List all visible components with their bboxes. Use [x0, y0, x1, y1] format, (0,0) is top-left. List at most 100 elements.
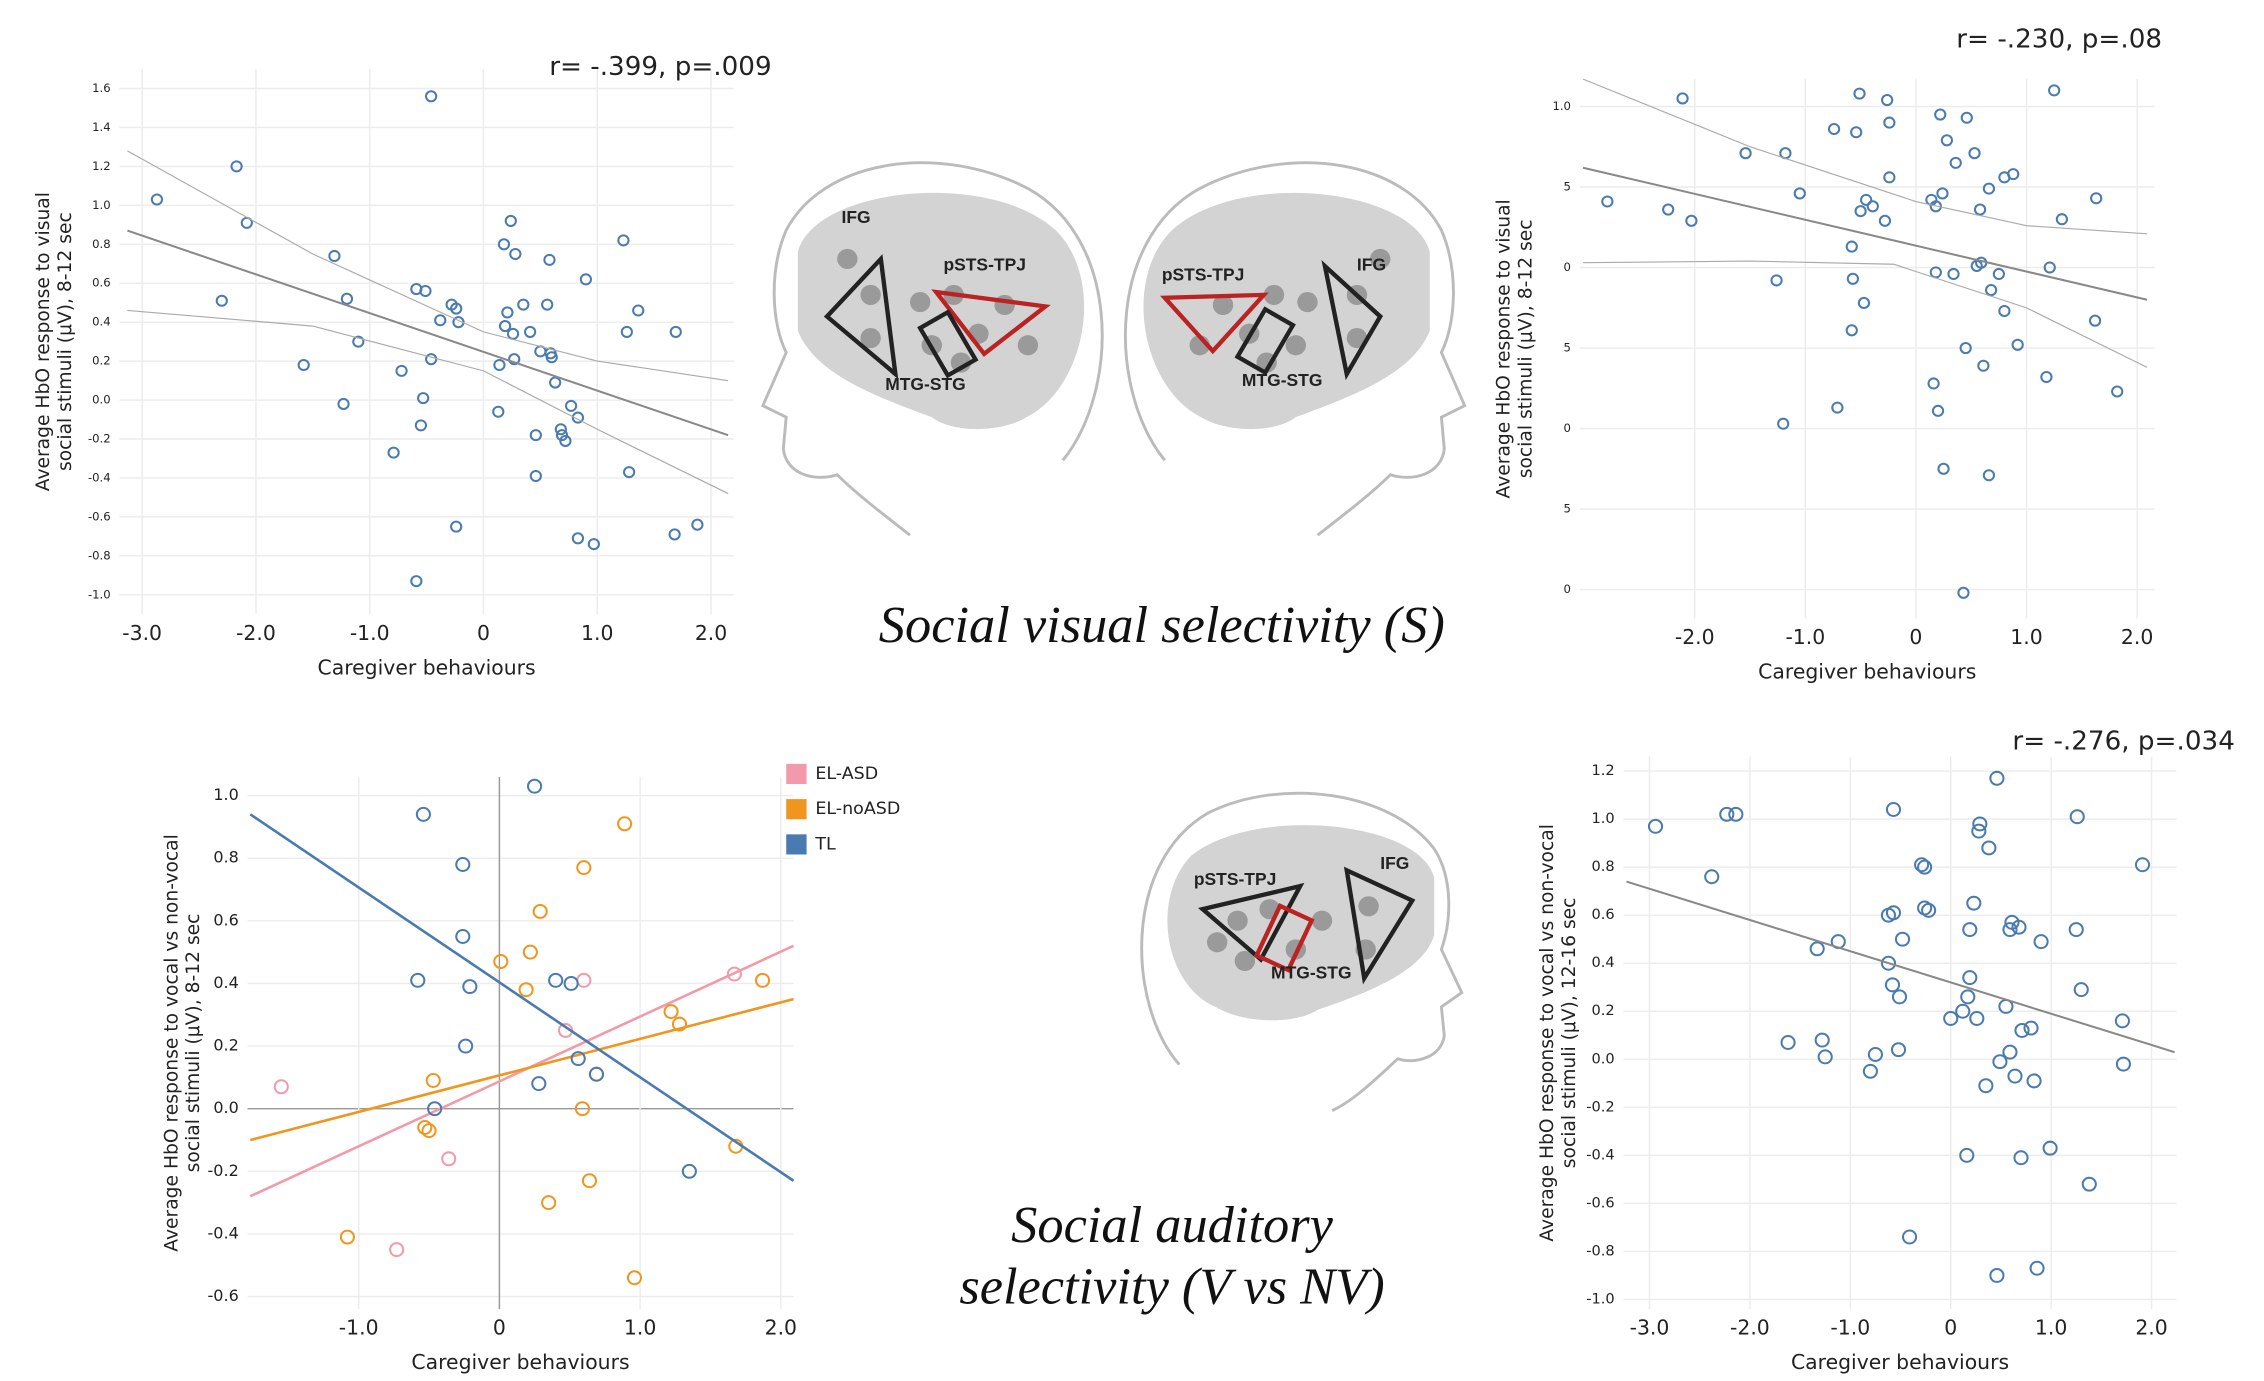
data-point	[463, 980, 476, 993]
fit-line	[1626, 882, 2174, 1053]
confidence-band	[127, 151, 728, 381]
data-point	[2014, 1151, 2027, 1164]
figure: IFG pSTS-TPJ MTG-STG pSTS-TPJ IFG MTG-ST…	[0, 0, 2264, 1381]
x-tick-label: -2.0	[1730, 1316, 1770, 1340]
y-tick-label: 5	[1564, 502, 1571, 516]
data-point	[1832, 403, 1842, 413]
data-point	[544, 255, 554, 265]
x-axis-label: Caregiver behaviours	[1791, 1350, 2009, 1374]
data-point	[389, 448, 399, 458]
data-point	[1884, 172, 1894, 182]
data-point	[542, 1196, 555, 1209]
data-point	[2008, 1070, 2021, 1083]
data-point	[329, 251, 339, 261]
y-tick-label: 1.2	[1591, 763, 1614, 779]
brain-label: MTG-STG	[1271, 963, 1352, 983]
legend-swatch	[786, 764, 806, 784]
data-point	[435, 315, 445, 325]
y-tick-label: -0.2	[1586, 1099, 1614, 1115]
brain-label: MTG-STG	[1242, 370, 1323, 390]
data-point	[1962, 113, 1972, 123]
y-tick-label: 5	[1564, 341, 1571, 355]
confidence-band	[1583, 261, 2147, 367]
data-point	[456, 858, 469, 871]
data-point	[1975, 205, 1985, 215]
data-point	[534, 905, 547, 918]
data-point	[2083, 1178, 2096, 1191]
data-point	[520, 983, 533, 996]
data-point	[508, 329, 518, 339]
data-point	[506, 216, 516, 226]
data-point	[670, 529, 680, 539]
y-tick-label: 1.0	[1591, 811, 1614, 827]
x-axis-label: Caregiver behaviours	[318, 656, 536, 680]
x-tick-label: 1.0	[2035, 1316, 2067, 1340]
fit-line	[127, 231, 728, 436]
y-tick-label: -0.4	[208, 1223, 239, 1242]
data-point	[418, 393, 428, 403]
data-point	[1967, 897, 1980, 910]
data-point	[2112, 386, 2122, 396]
data-point	[417, 808, 430, 821]
brain-label: IFG	[1380, 853, 1409, 873]
x-tick-label: 0	[493, 1316, 506, 1340]
x-tick-label: 2.0	[695, 621, 727, 645]
data-point	[1886, 978, 1899, 991]
data-point	[442, 1152, 455, 1165]
legend-label: EL-noASD	[815, 799, 900, 819]
page: IFG pSTS-TPJ MTG-STG pSTS-TPJ IFG MTG-ST…	[0, 0, 2264, 1381]
x-tick-label: 1.0	[624, 1316, 656, 1340]
data-point	[427, 1074, 440, 1087]
data-point	[590, 1068, 603, 1081]
data-point	[1782, 1036, 1795, 1049]
data-point	[416, 420, 426, 430]
scatter-plot: 1.61.41.21.00.80.60.40.20.0-0.2-0.4-0.6-…	[33, 52, 772, 679]
brain-diagram-left: IFG pSTS-TPJ MTG-STG	[763, 163, 1102, 535]
x-axis-label: Caregiver behaviours	[411, 1350, 629, 1374]
y-tick-label: 0.6	[213, 910, 238, 929]
data-point	[390, 1243, 403, 1256]
data-point	[1951, 158, 1961, 168]
data-point	[1969, 148, 1979, 158]
data-point	[1847, 242, 1857, 252]
data-point	[1929, 378, 1939, 388]
data-point	[152, 194, 162, 204]
data-point	[1999, 306, 2009, 316]
data-point	[1892, 1043, 1905, 1056]
data-point	[2035, 935, 2048, 948]
y-axis-label: social stimuli (μV), 12-16 sec	[1559, 898, 1580, 1169]
data-point	[1884, 118, 1894, 128]
scatter-plot: 1.00.80.60.40.20.0-0.2-0.4-0.6-1.001.02.…	[161, 764, 900, 1374]
data-point	[2008, 169, 2018, 179]
y-tick-label: -0.6	[1586, 1195, 1614, 1211]
data-point	[1984, 470, 1994, 480]
legend-swatch	[786, 799, 806, 819]
x-tick-label: -3.0	[122, 621, 162, 645]
data-point	[1963, 971, 1976, 984]
x-tick-label: 2.0	[2121, 625, 2153, 649]
data-point	[1868, 201, 1878, 211]
data-point	[275, 1080, 288, 1093]
fit-line	[250, 999, 793, 1140]
brain-label: IFG	[1357, 255, 1386, 275]
data-point	[1993, 1055, 2006, 1068]
x-tick-label: 1.0	[581, 621, 613, 645]
chart-title: r= -.276, p=.034	[2012, 727, 2234, 757]
legend-swatch	[786, 834, 806, 854]
y-tick-label: 0.2	[92, 354, 111, 368]
y-tick-label: 0	[1564, 421, 1571, 435]
data-point	[1848, 274, 1858, 284]
data-point	[422, 1124, 435, 1137]
data-point	[2071, 810, 2084, 823]
data-point	[493, 407, 503, 417]
data-point	[628, 1271, 641, 1284]
data-point	[1705, 870, 1718, 883]
x-tick-label: -1.0	[1785, 625, 1825, 649]
data-point	[531, 471, 541, 481]
x-tick-label: -1.0	[1830, 1316, 1870, 1340]
y-tick-label: 0.2	[213, 1036, 238, 1055]
data-point	[1937, 188, 1947, 198]
data-point	[1938, 464, 1948, 474]
x-tick-label: -2.0	[1675, 625, 1715, 649]
y-axis-label: Average HbO response to vocal vs non-voc…	[161, 834, 182, 1252]
